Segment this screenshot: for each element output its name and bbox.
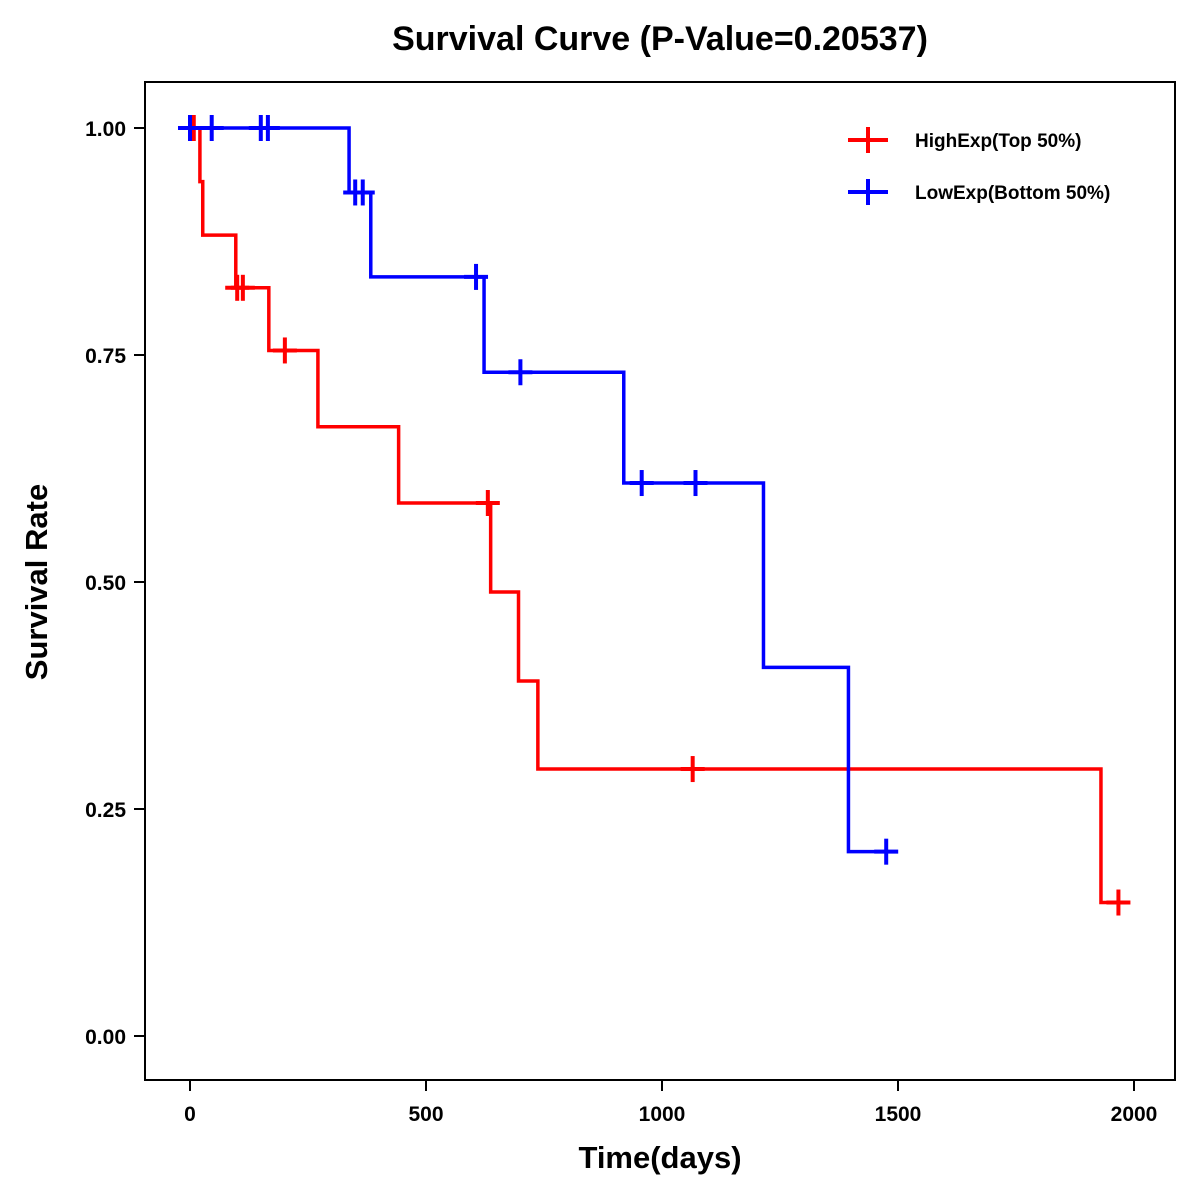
- censor-mark: [629, 470, 654, 497]
- x-axis: 0 500 1000 1500 2000: [184, 1080, 1157, 1126]
- y-tick-label: 0.00: [85, 1026, 126, 1049]
- legend-label: LowExp(Bottom 50%): [915, 183, 1110, 204]
- censor-mark: [255, 115, 280, 141]
- legend-item: HighExp(Top 50%): [848, 127, 1081, 153]
- censor-mark: [475, 490, 500, 517]
- x-tick-label: 1000: [639, 1103, 686, 1126]
- y-tick-label: 1.00: [85, 118, 126, 141]
- censor-mark: [1106, 889, 1131, 916]
- y-axis: 0.00 0.25 0.50 0.75 1.00: [85, 118, 145, 1049]
- censor-mark: [178, 115, 202, 141]
- x-tick-label: 2000: [1111, 1103, 1158, 1126]
- y-tick-label: 0.75: [85, 345, 126, 368]
- x-tick-label: 500: [408, 1103, 443, 1126]
- x-tick-label: 0: [184, 1103, 196, 1126]
- y-tick-label: 0.50: [85, 572, 126, 595]
- censor-mark: [680, 756, 705, 783]
- x-tick-label: 1500: [875, 1103, 922, 1126]
- legend-key-icon: [848, 127, 888, 153]
- censor-mark: [874, 838, 899, 865]
- x-axis-title: Time(days): [578, 1140, 741, 1175]
- y-tick-label: 0.25: [85, 799, 126, 822]
- censor-mark: [272, 337, 297, 364]
- legend-label: HighExp(Top 50%): [915, 131, 1081, 152]
- censor-mark: [508, 359, 533, 386]
- censor-mark: [464, 263, 489, 290]
- censor-mark: [199, 115, 224, 141]
- y-axis-title: Survival Rate: [19, 484, 54, 680]
- censor-mark: [230, 274, 255, 301]
- censor-mark: [683, 470, 708, 497]
- legend-key-icon: [848, 179, 888, 205]
- survival-step-line: [190, 126, 1130, 905]
- legend: HighExp(Top 50%) LowExp(Bottom 50%): [848, 127, 1110, 205]
- legend-item: LowExp(Bottom 50%): [848, 179, 1110, 205]
- series-high-exp: [181, 115, 1131, 916]
- censor-mark: [350, 179, 375, 206]
- chart-title: Survival Curve (P-Value=0.20537): [392, 20, 928, 58]
- series-layer: [178, 115, 1131, 916]
- series-low-exp: [178, 115, 899, 865]
